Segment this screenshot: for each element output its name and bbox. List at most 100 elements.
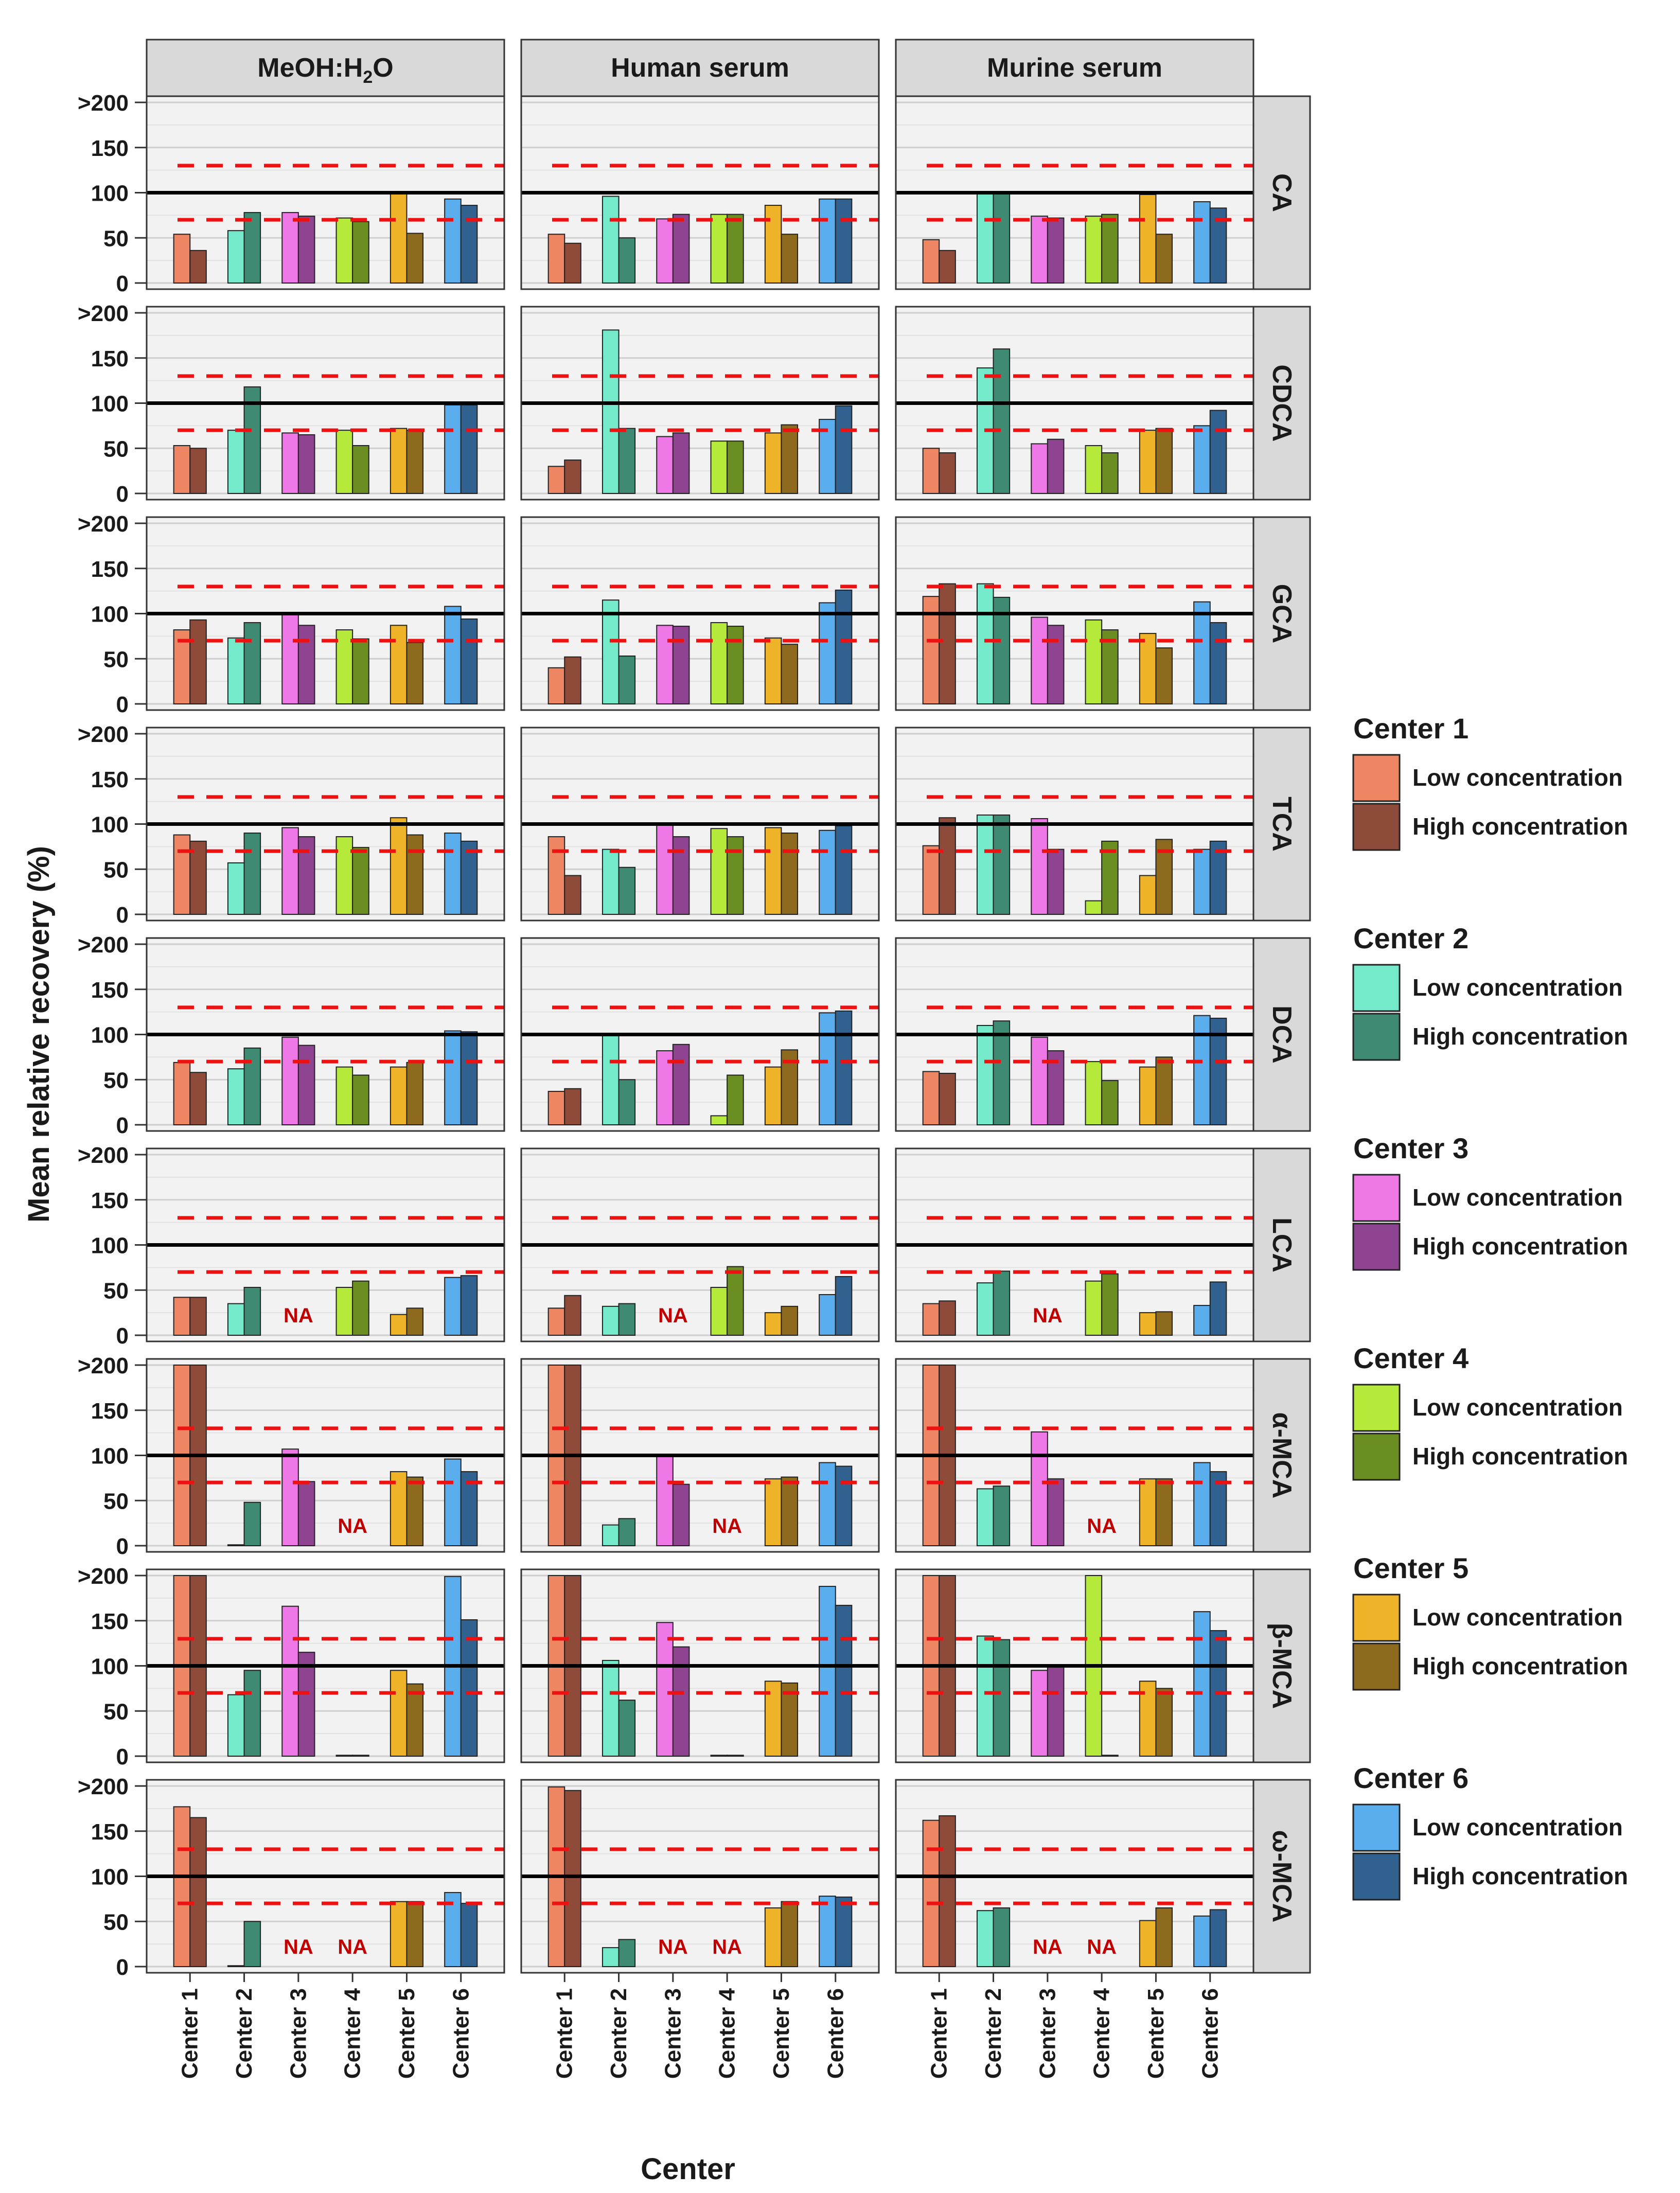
bar-center-3-high (1047, 1478, 1065, 1546)
bar-center-3-low (281, 1448, 299, 1547)
bar-center-4-high (352, 1074, 369, 1126)
na-label: NA (284, 1936, 313, 1958)
facet-strip-meoh-h2o (146, 39, 505, 97)
bar-center-2-low (976, 192, 994, 284)
bar-center-5-low (390, 1670, 408, 1757)
panel-border (520, 727, 880, 922)
bar-center-2-low (227, 230, 245, 284)
na-label: NA (712, 1515, 742, 1537)
bar-center-6-high (835, 1010, 853, 1125)
bar-center-2-low (227, 637, 245, 705)
bar-center-2-high (243, 1501, 261, 1547)
na-label: NA (338, 1515, 367, 1537)
bar-center-5-low (764, 432, 782, 494)
bar-center-4-low (335, 1066, 353, 1125)
y-tick-label: 150 (91, 136, 129, 161)
x-tick-label: Center 6 (823, 1988, 848, 2079)
bar-center-5-low (1139, 875, 1157, 915)
legend-label-high: High concentration (1412, 1233, 1628, 1260)
bar-center-2-high (243, 1286, 261, 1336)
y-tick-label: 50 (103, 1278, 129, 1303)
bar-center-3-low (656, 625, 674, 704)
legend-title-center-2: Center 2 (1353, 922, 1469, 954)
bar-center-4-high (727, 836, 744, 915)
bar-center-4-high (727, 1266, 744, 1336)
y-tick-label: 150 (91, 978, 129, 1003)
legend-swatch-low (1352, 964, 1401, 1012)
bar-center-1-low (547, 234, 565, 284)
facet-strip-label-murine-serum: Murine serum (987, 53, 1162, 83)
bar-center-2-low (602, 329, 620, 494)
bar-center-4-low (1085, 445, 1103, 494)
bar-center-6-high (460, 1619, 478, 1757)
bar-center-3-low (281, 827, 299, 915)
bar-center-3-high (1047, 438, 1065, 494)
bar-center-2-high (618, 1700, 636, 1757)
x-axis-title: Center (641, 2152, 735, 2186)
y-tick-label: 50 (103, 647, 129, 672)
y-tick-label: 50 (103, 1699, 129, 1724)
legend-swatch-high (1352, 1432, 1401, 1481)
y-tick-label: >200 (78, 1143, 129, 1168)
bar-center-3-high (672, 1646, 690, 1757)
bar-center-3-low (1031, 1036, 1048, 1126)
bar-center-5-low (390, 625, 408, 704)
bar-center-3-low (1031, 1431, 1048, 1547)
bar-center-3-low (1031, 443, 1048, 494)
y-tick-label: 50 (103, 1489, 129, 1514)
bar-center-6-low (1193, 601, 1211, 705)
x-tick-label: Center 1 (927, 1988, 952, 2079)
row-strip-label-ca: CA (1267, 173, 1297, 212)
y-tick-label: 100 (91, 812, 129, 838)
bar-center-1-high (564, 459, 581, 494)
facet-strip-human-serum (520, 39, 880, 97)
legend-label-high: High concentration (1412, 1443, 1628, 1470)
y-axis-title: Mean relative recovery (%) (22, 846, 56, 1223)
y-tick-label: 100 (91, 602, 129, 627)
bar-center-1-low (922, 845, 940, 915)
bar-center-6-high (835, 589, 853, 704)
bar-center-4-high (352, 221, 369, 284)
panel-border (146, 937, 505, 1132)
bar-center-4-high (1101, 1273, 1119, 1336)
legend-title-center-1: Center 1 (1353, 712, 1469, 745)
bar-center-6-low (1193, 1305, 1211, 1336)
bar-center-4-low (1085, 216, 1103, 284)
bar-center-5-low (764, 1312, 782, 1336)
y-tick-label: 0 (116, 1534, 129, 1559)
bar-center-3-high (297, 216, 315, 284)
panel-border (146, 1568, 505, 1763)
x-tick-label: Center 5 (394, 1988, 419, 2079)
panel-border (895, 1358, 1254, 1553)
bar-center-2-high (993, 1020, 1011, 1126)
bar-center-1-high (939, 583, 956, 704)
y-tick-label: 150 (91, 557, 129, 582)
bar-center-4-high (352, 638, 369, 705)
bar-center-2-high (993, 1270, 1011, 1336)
row-strip-label-lca: LCA (1267, 1217, 1297, 1272)
bar-center-2-low (227, 1694, 245, 1757)
bar-center-3-high (297, 1481, 315, 1547)
x-tick-label: Center 2 (232, 1988, 257, 2079)
bar-center-4-high (1101, 1080, 1119, 1125)
legend-swatch-high (1352, 803, 1401, 851)
bar-center-1-high (189, 1817, 207, 1968)
panel-border (146, 516, 505, 711)
bar-center-3-high (672, 836, 690, 915)
bar-center-6-high (1209, 410, 1227, 494)
bar-center-3-high (1047, 848, 1065, 915)
bar-center-4-low (1085, 619, 1103, 705)
legend-swatch-high (1352, 1013, 1401, 1061)
legend-title-center-3: Center 3 (1353, 1132, 1469, 1164)
bar-center-1-low (922, 239, 940, 284)
bar-center-6-low (1193, 1015, 1211, 1126)
bar-center-6-low (819, 829, 836, 915)
bar-center-6-low (819, 1012, 836, 1125)
panel-border (146, 95, 505, 290)
bar-center-2-high (993, 1485, 1011, 1546)
y-tick-label: 150 (91, 1609, 129, 1634)
legend-label-low: Low concentration (1412, 1604, 1623, 1631)
bar-center-6-high (1209, 1281, 1227, 1336)
na-label: NA (284, 1304, 313, 1327)
y-tick-label: 100 (91, 181, 129, 206)
